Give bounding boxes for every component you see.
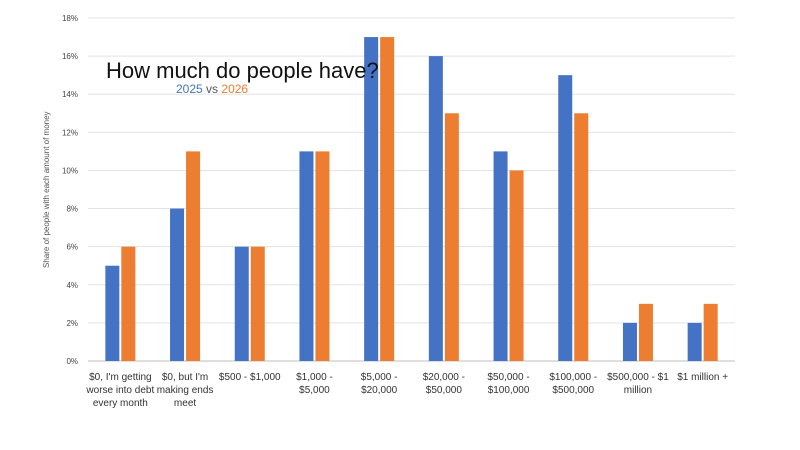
x-tick-label: $1,000 - $5,000 [296, 372, 333, 396]
bar-2026-7 [574, 113, 589, 362]
y-tick-label: 8% [66, 205, 78, 214]
legend-vs: vs [206, 82, 219, 96]
y-tick-label: 12% [62, 128, 78, 137]
bar-2025-9 [687, 322, 702, 361]
bar-2025-7 [558, 75, 573, 362]
y-tick-label: 6% [66, 243, 78, 252]
bar-2026-6 [509, 170, 524, 361]
bar-2025-3 [299, 151, 314, 361]
bar-2026-5 [444, 113, 459, 362]
y-tick-label: 18% [62, 14, 78, 23]
bar-2025-1 [170, 208, 185, 361]
x-tick-label: $5,000 - $20,000 [360, 372, 398, 396]
bar-2026-0 [121, 246, 136, 361]
y-tick-label: 10% [62, 166, 78, 175]
legend-2026: 2026 [221, 82, 249, 96]
x-tick-label: $1 million + [677, 372, 729, 383]
x-tick-label: $50,000 - $100,000 [487, 372, 530, 396]
legend-2025: 2025 [176, 82, 203, 96]
bar-2026-1 [186, 151, 201, 361]
x-tick-label: $500 - $1,000 [218, 372, 281, 383]
bar-2026-8 [638, 303, 653, 361]
y-tick-label: 16% [62, 52, 78, 61]
y-tick-label: 4% [66, 281, 78, 290]
bar-2025-4 [364, 37, 379, 362]
bar-2026-2 [250, 246, 265, 361]
chart-subtitle: 2025 vs 2026 [176, 82, 248, 96]
bar-2026-9 [703, 303, 718, 361]
bar-2025-8 [622, 322, 637, 361]
y-tick-label: 2% [66, 319, 78, 328]
x-tick-label: $500,000 - $1 million [607, 372, 669, 396]
x-tick-label: $20,000 - $50,000 [422, 372, 465, 396]
bar-2025-2 [234, 246, 249, 361]
bar-2025-6 [493, 151, 508, 361]
x-tick-label: $0, but I'm making ends meet [156, 372, 214, 409]
x-tick-label: $0, I'm getting worse into debt every mo… [86, 372, 155, 409]
bar-2025-0 [105, 265, 120, 361]
bar-2025-5 [428, 56, 443, 361]
y-axis-label: Share of people with each amount of mone… [42, 111, 51, 268]
bar-2026-4 [380, 37, 395, 362]
y-tick-label: 0% [66, 357, 78, 366]
bar-2026-3 [315, 151, 330, 361]
chart-title: How much do people have? [106, 58, 379, 83]
x-tick-label: $100,000 - $500,000 [549, 372, 598, 396]
y-tick-label: 14% [62, 90, 78, 99]
